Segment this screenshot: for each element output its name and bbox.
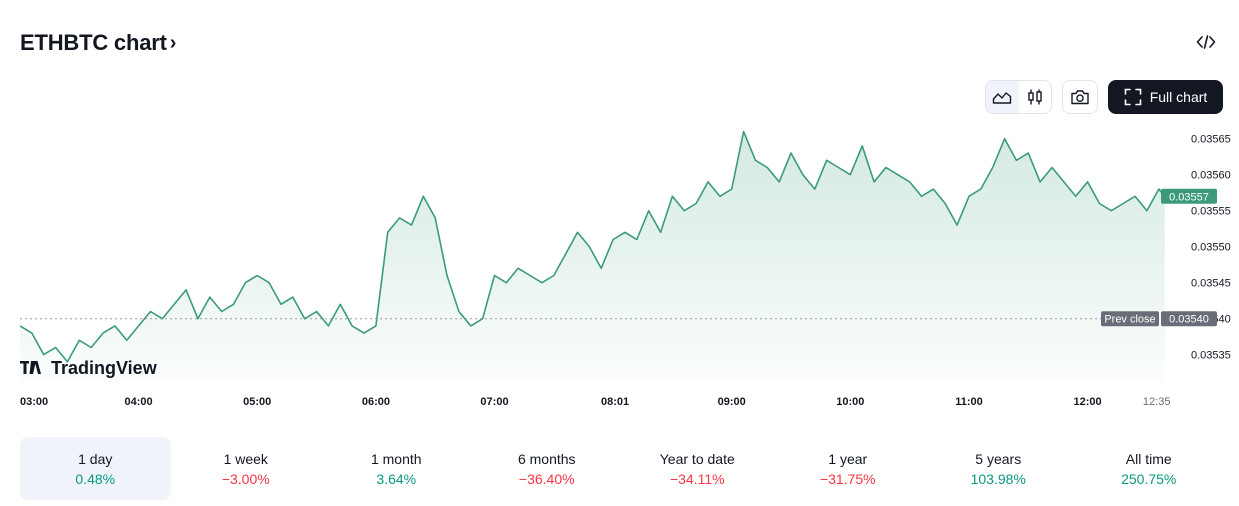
code-embed-icon [1196, 35, 1216, 49]
chevron-right-icon: › [169, 31, 177, 54]
period-label: 1 year [828, 450, 868, 467]
price-chart[interactable]: 0.03535 0.03540 0.03545 0.03550 0.03555 0.035… [0, 120, 1239, 420]
candlestick-icon [1028, 89, 1042, 105]
x-tick-label: 09:00 [718, 396, 746, 408]
y-tick-label: 0.03545 [1191, 278, 1231, 290]
y-tick-label: 0.03560 [1191, 170, 1231, 182]
x-tick-label: 04:00 [125, 396, 153, 408]
period-selector: 1 day 0.48% 1 week −3.00% 1 month 3.64% 6 m… [20, 437, 1224, 500]
prev-close-value-tag [1161, 311, 1217, 327]
period-label: All time [1125, 450, 1172, 467]
full-chart-button[interactable]: Full chart [1108, 80, 1223, 114]
y-tick-label: 0.03555 [1191, 206, 1231, 218]
prev-close-label: Prev close [1104, 314, 1155, 326]
y-tick-label: 0.03535 [1191, 350, 1231, 362]
fullscreen-icon [1124, 88, 1142, 106]
period-year-to-date[interactable]: Year to date −34.11% [622, 437, 773, 500]
period-change: −31.75% [819, 470, 876, 487]
tradingview-wordmark: TradingView [51, 358, 158, 378]
x-tick-label: 08:01 [601, 396, 629, 408]
period-label: Year to date [659, 450, 735, 467]
period-1-month[interactable]: 1 month 3.64% [321, 437, 472, 500]
period-change: 0.48% [75, 470, 116, 487]
x-tick-label: 05:00 [243, 396, 271, 408]
period-5-years[interactable]: 5 years 103.98% [923, 437, 1074, 500]
period-label: 1 month [370, 450, 422, 467]
period-label: 1 day [78, 450, 113, 467]
tradingview-mark-icon [20, 361, 41, 374]
period-label: 6 months [517, 450, 576, 467]
period-6-months[interactable]: 6 months −36.40% [472, 437, 623, 500]
candles-style-button[interactable] [1019, 81, 1052, 113]
x-tick-label: 12:35 [1143, 396, 1171, 408]
prev-close-tag [1101, 311, 1159, 327]
x-tick-label: 12:00 [1074, 396, 1102, 408]
last-price-tag [1161, 188, 1217, 204]
area-style-button[interactable] [986, 81, 1019, 113]
period-1-day[interactable]: 1 day 0.48% [20, 437, 171, 500]
chart-title-link[interactable]: ETHBTC chart › [20, 30, 176, 56]
period-change: 103.98% [970, 470, 1026, 487]
price-area-fill [20, 131, 1165, 382]
prev-close-value: 0.03540 [1169, 314, 1209, 326]
period-change: −36.40% [518, 470, 575, 487]
price-line [19, 130, 1166, 363]
area-chart-icon [993, 92, 1012, 104]
period-change: 250.75% [1121, 470, 1177, 487]
chart-style-toggle [985, 80, 1052, 114]
period-label: 1 week [223, 450, 268, 467]
period-1-year[interactable]: 1 year −31.75% [773, 437, 924, 500]
period-change: −34.11% [669, 470, 725, 487]
x-tick-label: 03:00 [20, 396, 48, 408]
last-price-value: 0.03557 [1169, 191, 1209, 203]
x-tick-label: 11:00 [955, 396, 983, 408]
screenshot-button[interactable] [1062, 80, 1098, 114]
period-all-time[interactable]: All time 250.75% [1074, 437, 1225, 500]
y-tick-label: 0.03565 [1191, 134, 1231, 146]
x-tick-label: 07:00 [480, 396, 508, 408]
period-1-week[interactable]: 1 week −3.00% [171, 437, 322, 500]
x-tick-label: 10:00 [836, 396, 864, 408]
period-label: 5 years [975, 450, 1022, 467]
tradingview-logo: TradingView [20, 358, 158, 378]
x-tick-label: 06:00 [362, 396, 390, 408]
period-change: −3.00% [221, 470, 270, 487]
chart-title: ETHBTC chart [20, 30, 167, 55]
camera-icon [1071, 90, 1089, 105]
embed-code-button[interactable] [1193, 30, 1219, 54]
period-change: 3.64% [376, 470, 417, 487]
y-tick-label: 0.03550 [1191, 242, 1231, 254]
full-chart-label: Full chart [1149, 89, 1208, 105]
